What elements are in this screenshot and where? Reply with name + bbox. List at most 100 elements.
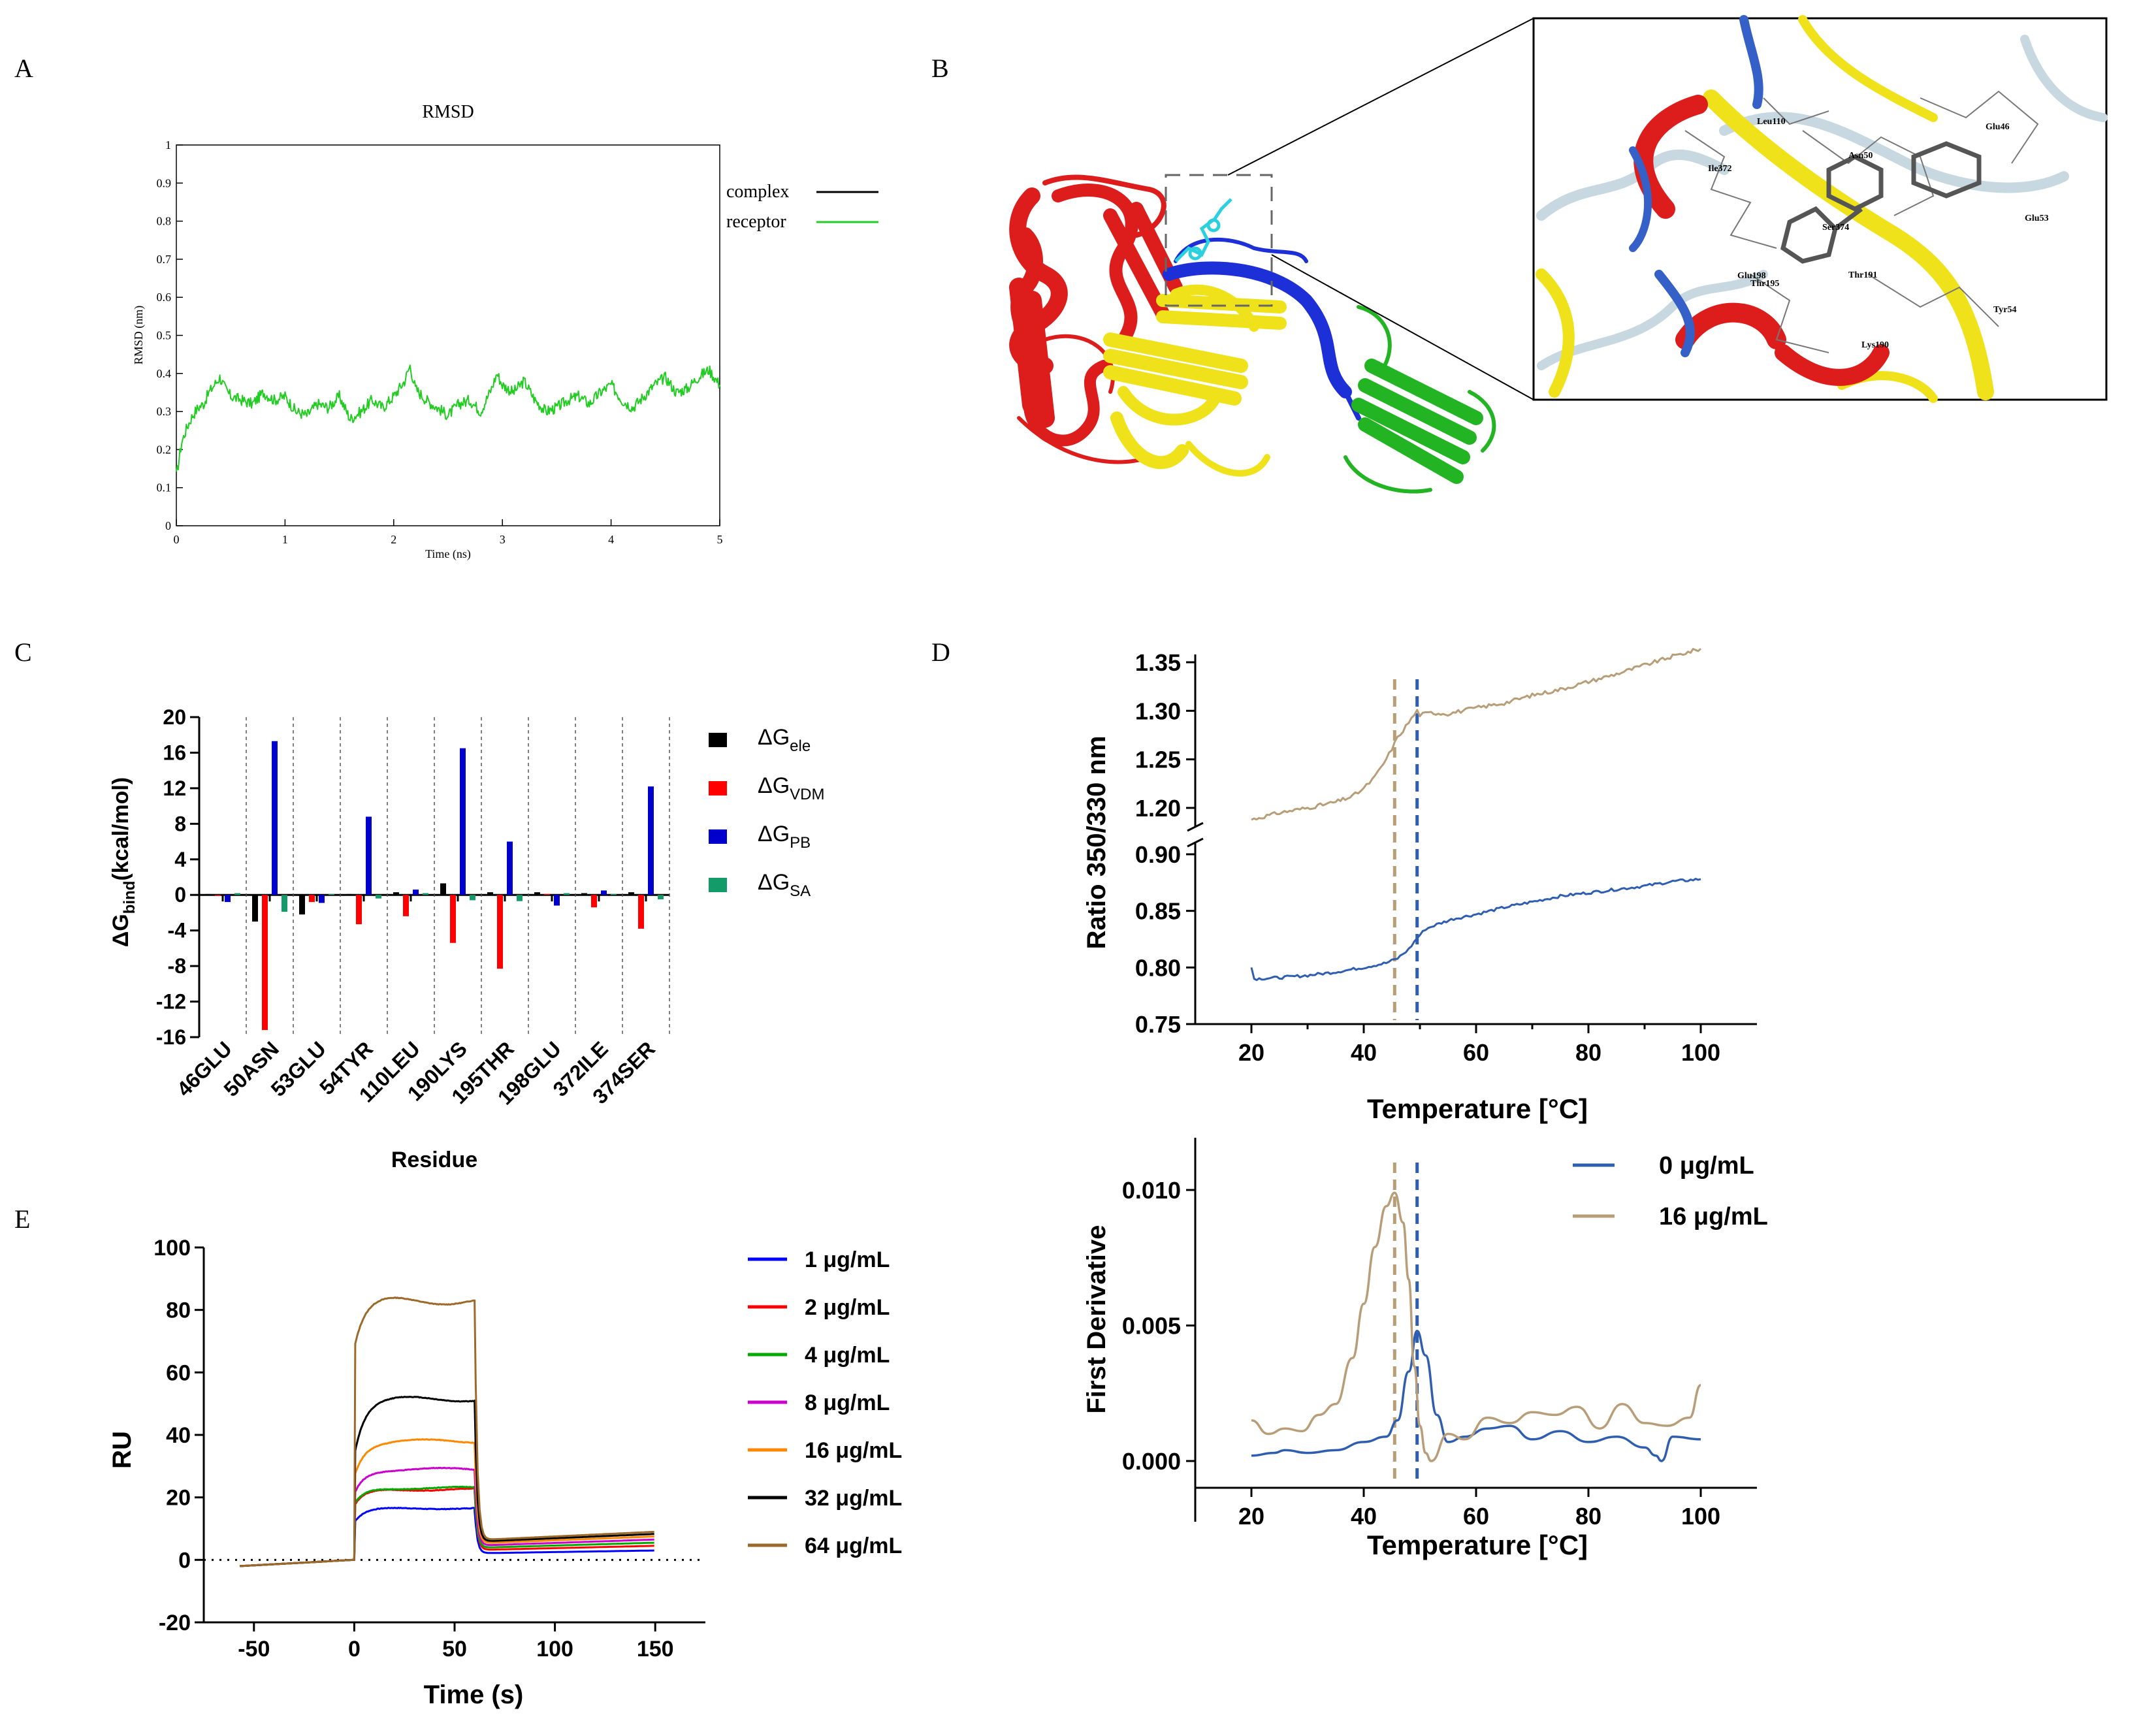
energy-y-tick-label: -16 xyxy=(156,1025,186,1049)
legend-label-sub: PB xyxy=(790,834,811,852)
ligand-molecule xyxy=(1174,198,1232,263)
energy-bar-vdm xyxy=(544,893,550,895)
energy-bar-ele xyxy=(487,892,493,895)
spr-x-tick-label: -50 xyxy=(238,1637,270,1662)
spr-series-line xyxy=(240,1507,654,1567)
zoom-line-bottom xyxy=(1271,254,1534,400)
energy-bar-pb xyxy=(460,748,466,895)
energy-bar-pb xyxy=(272,741,278,895)
spr-y-tick-label: 20 xyxy=(166,1486,191,1511)
ratio-y-tick-label: 1.20 xyxy=(1135,795,1181,822)
energy-y-label-sub: bind xyxy=(121,881,138,914)
legend-complex-label: complex xyxy=(726,182,789,202)
energy-bar-ele xyxy=(205,893,211,895)
ratio-series xyxy=(1250,648,1702,1020)
legend-label: 2 μg/mL xyxy=(805,1295,890,1320)
energy-bar-sa xyxy=(234,893,240,895)
rmsd-y-tick-label: 0.3 xyxy=(157,405,172,418)
legend-label-main: ΔG xyxy=(758,725,790,750)
energy-bar-vdm xyxy=(638,895,644,929)
legend-label-pb: ΔGPB xyxy=(758,822,811,852)
rmsd-x-tick-label: 2 xyxy=(391,533,396,546)
legend-label: 1 μg/mL xyxy=(805,1247,890,1272)
spr-y-axis-label: RU xyxy=(108,1431,137,1469)
ratio-y-tick-label: 0.90 xyxy=(1135,841,1181,868)
ratio-y-tick-label: 1.25 xyxy=(1135,747,1181,773)
binding-site-inset: Leu110Ile372Asn50Glu46Glu53Ser374Glu198T… xyxy=(1532,15,2108,403)
energy-bar-vdm xyxy=(309,895,315,903)
spr-series-line xyxy=(240,1296,654,1567)
legend-label: 0 μg/mL xyxy=(1659,1152,1754,1180)
residue-label: Glu46 xyxy=(1986,122,2010,132)
energy-bar-pb xyxy=(648,786,654,895)
spr-series xyxy=(240,1296,654,1567)
legend-label-vdm: ΔGVDM xyxy=(758,773,825,803)
derivative-legend: 0 μg/mL 16 μg/mL xyxy=(1573,1152,1768,1230)
ratio-x-axis-label: Temperature [°C] xyxy=(1367,1093,1588,1124)
energy-bar-ele xyxy=(252,895,258,922)
energy-bar-sa xyxy=(329,893,334,895)
energy-bar-vdm xyxy=(497,895,503,969)
rmsd-legend: complex receptor xyxy=(726,182,878,232)
spr-axes: -20 0 20 40 60 80 100 -50 0 50 100 150 xyxy=(153,1236,705,1662)
ratio-y-tick-label: 0.85 xyxy=(1135,898,1181,925)
residue-label: Thr191 xyxy=(1848,270,1877,280)
energy-bar-ele xyxy=(534,892,540,895)
rmsd-y-tick-label: 0.5 xyxy=(157,329,172,342)
spr-series-line xyxy=(240,1485,654,1567)
energy-bar-vdm xyxy=(262,895,268,1031)
spr-x-tick-label: 0 xyxy=(348,1637,361,1662)
energy-bar-pb xyxy=(601,890,607,895)
rmsd-x-tick-label: 5 xyxy=(717,533,723,546)
energy-y-tick-label: 4 xyxy=(174,848,186,871)
legend-label-ele: ΔGele xyxy=(758,725,811,755)
spr-y-tick-label: 40 xyxy=(166,1423,191,1448)
panel-label-a: A xyxy=(14,54,33,83)
panel-label-d: D xyxy=(931,637,950,667)
derivative-y-tick-label: 0.005 xyxy=(1122,1313,1181,1340)
rmsd-y-tick-label: 0.4 xyxy=(157,367,172,380)
energy-bar-vdm xyxy=(356,895,362,925)
panel-label-c: C xyxy=(14,637,32,667)
energy-y-tick-label: 16 xyxy=(163,741,186,764)
legend-swatch-sa xyxy=(709,878,727,892)
rmsd-x-tick-label: 0 xyxy=(174,533,180,546)
legend-swatch-pb xyxy=(709,829,727,844)
ratio-y-tick-label: 1.35 xyxy=(1135,649,1181,676)
rmsd-y-tick-label: 0.7 xyxy=(157,253,172,266)
energy-y-axis-label: ΔGbind(kcal/mol) xyxy=(108,777,138,947)
protein-green-domain xyxy=(1343,305,1496,494)
legend-label-main: ΔG xyxy=(758,773,790,798)
energy-bar-ele xyxy=(346,893,352,895)
rmsd-y-tick-label: 0.9 xyxy=(157,176,172,189)
spr-series-line xyxy=(240,1466,654,1567)
ratio-x-tick-label: 20 xyxy=(1238,1039,1264,1066)
energy-bar-vdm xyxy=(591,895,597,908)
rmsd-y-tick-label: 0.1 xyxy=(157,481,172,494)
energy-bar-ele xyxy=(440,883,446,895)
residue-label: Glu198 xyxy=(1737,271,1766,281)
panel-b-protein-structure: Leu110Ile372Asn50Glu46Glu53Ser374Glu198T… xyxy=(1009,15,2108,494)
residue-label: Glu53 xyxy=(2025,214,2049,223)
legend-label: 64 μg/mL xyxy=(805,1534,902,1558)
legend-label: 8 μg/mL xyxy=(805,1390,890,1415)
legend-label-main: ΔG xyxy=(758,870,790,895)
derivative-series-line xyxy=(1251,1191,1701,1462)
rmsd-series-line xyxy=(176,364,720,472)
rmsd-y-tick-label: 1 xyxy=(165,138,171,152)
energy-bar-vdm xyxy=(403,895,409,916)
energy-y-tick-label: -8 xyxy=(168,954,186,978)
rmsd-y-tick-label: 0.2 xyxy=(157,443,172,456)
energy-y-tick-label: -12 xyxy=(156,990,186,1014)
energy-y-tick-label: 8 xyxy=(174,812,186,835)
rmsd-series xyxy=(176,364,720,472)
energy-bar-sa xyxy=(564,893,570,895)
residue-label: Asn50 xyxy=(1848,151,1873,161)
ratio-series-line xyxy=(1250,878,1701,982)
residue-label: Ser374 xyxy=(1822,223,1849,233)
energy-bar-ele xyxy=(393,892,399,895)
residue-label: Tyr54 xyxy=(1993,305,2017,315)
energy-bar-pb xyxy=(225,895,231,903)
